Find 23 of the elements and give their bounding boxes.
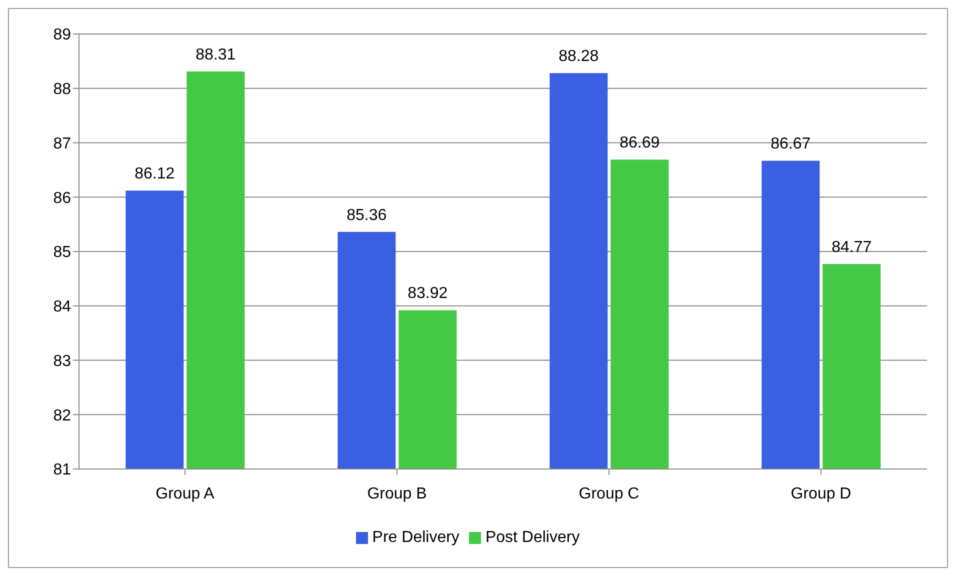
legend-label: Pre Delivery: [372, 529, 460, 546]
x-tick-label: Group B: [367, 485, 427, 502]
data-label: 86.12: [134, 166, 175, 183]
legend-label: Post Delivery: [485, 529, 580, 546]
y-tick-label: 84: [53, 298, 72, 316]
data-label: 84.77: [832, 239, 872, 256]
x-tick-label: Group C: [578, 485, 640, 502]
y-tick-label: 89: [53, 26, 72, 44]
y-tick-label: 86: [53, 190, 72, 207]
y-tick-label: 85: [53, 244, 72, 262]
y-tick-label: 83: [53, 352, 72, 370]
data-label: 85.36: [346, 206, 387, 224]
y-tick-label: 82: [53, 407, 72, 424]
y-tick-label: 81: [53, 462, 72, 479]
data-label: 86.69: [620, 134, 660, 152]
x-tick-label: Group A: [156, 485, 215, 502]
y-tick-label: 88: [53, 81, 72, 98]
data-label: 83.92: [408, 285, 448, 302]
data-label: 88.28: [558, 48, 599, 66]
y-tick-label: 87: [53, 135, 72, 152]
data-label: 86.67: [770, 136, 811, 153]
data-label: 88.31: [196, 46, 236, 64]
x-tick-label: Group D: [790, 485, 852, 502]
